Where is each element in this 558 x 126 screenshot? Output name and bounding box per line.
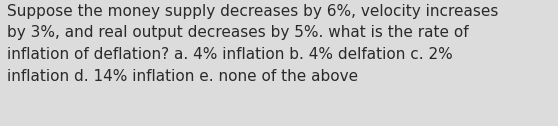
Text: Suppose the money supply decreases by 6%, velocity increases
by 3%, and real out: Suppose the money supply decreases by 6%… <box>7 4 499 84</box>
